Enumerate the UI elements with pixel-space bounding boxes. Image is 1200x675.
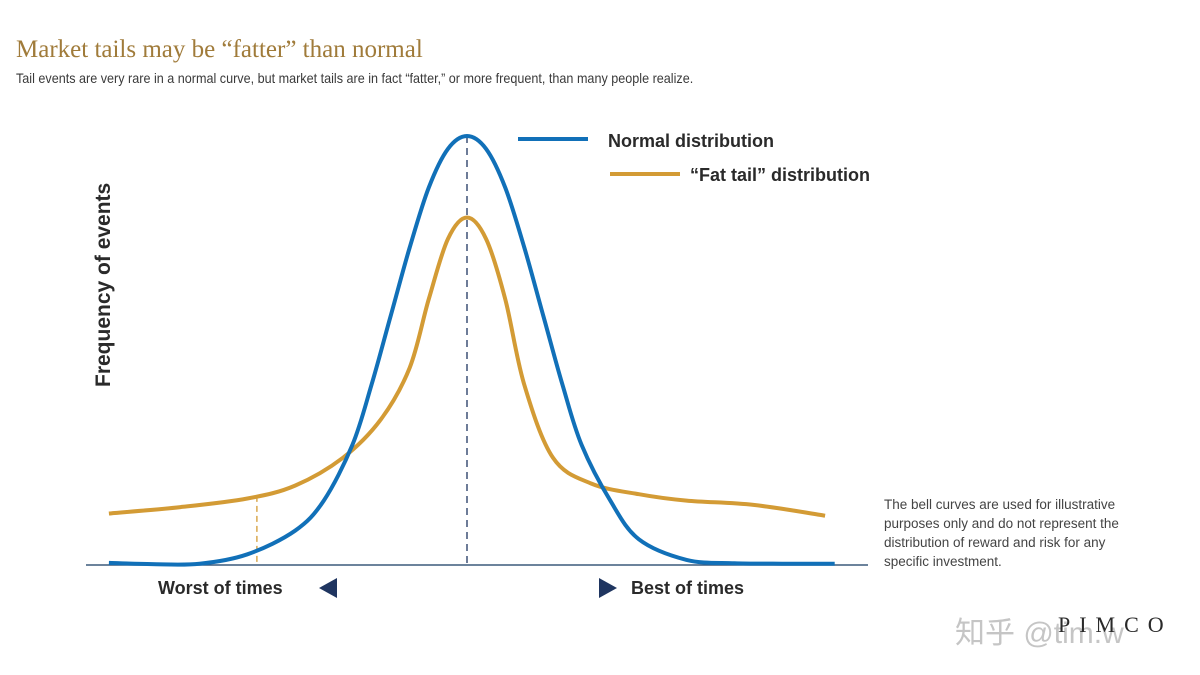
y-axis-label: Frequency of events <box>92 183 115 387</box>
legend-fat-tail-label: “Fat tail” distribution <box>690 165 870 185</box>
chart-subtitle: Tail events are very rare in a normal cu… <box>16 70 694 86</box>
legend-normal-label: Normal distribution <box>608 131 774 151</box>
normal-curve <box>108 134 835 567</box>
x-label-best: Best of times <box>631 578 744 598</box>
watermark: 知乎 @tim.w <box>955 617 1124 650</box>
fat-tail-curve <box>108 215 826 518</box>
pimco-logo: PIMCO <box>1058 612 1173 637</box>
left-arrow-icon <box>319 578 337 598</box>
disclaimer-note: The bell curves are used for illustrativ… <box>884 497 1119 569</box>
chart-title: Market tails may be “fatter” than normal <box>16 36 423 63</box>
x-label-worst: Worst of times <box>158 578 283 598</box>
right-arrow-icon <box>599 578 617 598</box>
